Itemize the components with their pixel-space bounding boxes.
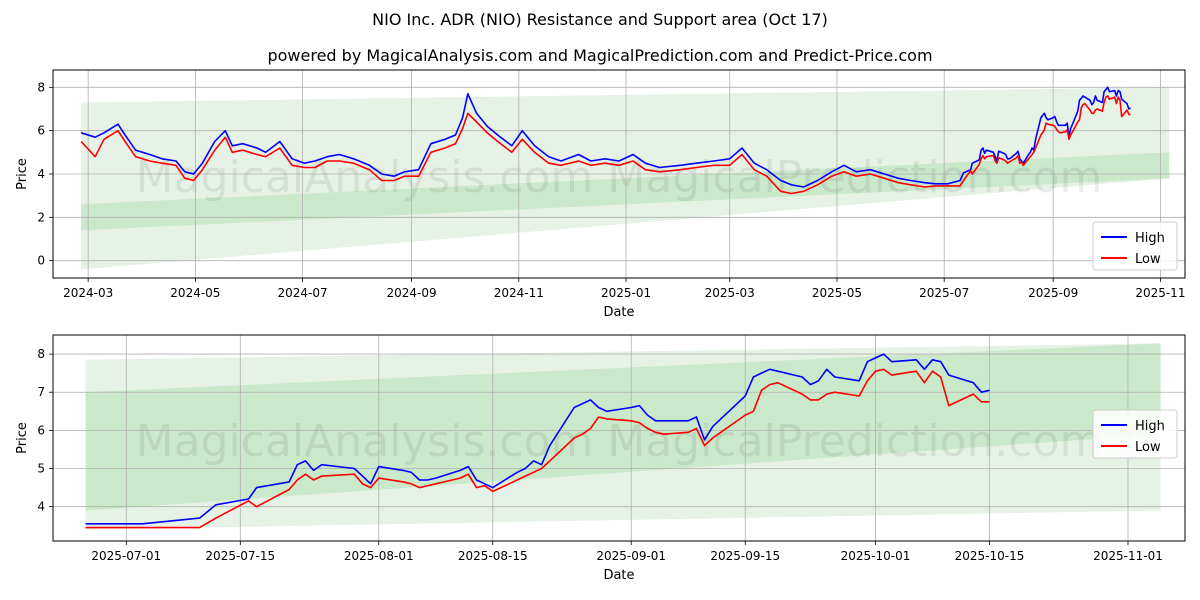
x-tick-label: 2025-11 [1135, 286, 1185, 300]
x-tick-label: 2024-07 [278, 286, 328, 300]
chart-title: NIO Inc. ADR (NIO) Resistance and Suppor… [372, 10, 828, 29]
legend-label-high: High [1135, 231, 1165, 246]
watermark: MagicalAnalysis.com MagicalPrediction.co… [136, 416, 1103, 467]
series-group [85, 353, 990, 529]
x-tick-label: 2025-09 [1028, 286, 1078, 300]
legend-label-high: High [1135, 419, 1165, 434]
x-tick-label: 2025-08-15 [458, 549, 528, 563]
y-tick-label: 6 [37, 423, 45, 437]
x-tick-label: 2025-03 [705, 286, 755, 300]
x-tick-label: 2025-08-01 [344, 549, 414, 563]
chart-panel-1: MagicalAnalysis.com MagicalPrediction.co… [15, 69, 1186, 320]
y-tick-label: 5 [37, 462, 45, 476]
y-tick-label: 8 [37, 80, 45, 94]
legend: High Low [1092, 221, 1178, 271]
x-tick-label: 2024-03 [63, 286, 113, 300]
series-line-high [85, 353, 990, 525]
x-tick-label: 2024-11 [494, 286, 544, 300]
legend: High Low [1092, 409, 1178, 459]
x-tick-label: 2025-10-15 [955, 549, 1025, 563]
x-tick-label: 2025-01 [601, 286, 651, 300]
y-tick-label: 7 [37, 385, 45, 399]
y-axis-label: Price [15, 158, 30, 190]
band-group [81, 87, 1170, 270]
x-tick-label: 2025-10-01 [841, 549, 911, 563]
support-band-2 [81, 152, 1170, 231]
y-tick-label: 4 [37, 500, 45, 514]
series-line-low [85, 368, 990, 529]
x-tick-label: 2025-07-15 [205, 549, 275, 563]
legend-label-low: Low [1135, 440, 1161, 455]
x-tick-label: 2024-09 [387, 286, 437, 300]
x-tick-label: 2025-09-01 [596, 549, 666, 563]
y-tick-label: 8 [37, 347, 45, 361]
x-tick-label: 2025-11-01 [1093, 549, 1163, 563]
x-axis-label: Date [603, 305, 634, 320]
chart-subtitle: powered by MagicalAnalysis.com and Magic… [267, 46, 933, 65]
series-line-high [80, 86, 1131, 188]
watermark: MagicalAnalysis.com MagicalPrediction.co… [136, 152, 1103, 203]
x-tick-label: 2025-07 [919, 286, 969, 300]
x-tick-label: 2025-09-15 [710, 549, 780, 563]
series-line-low [80, 95, 1131, 195]
x-tick-label: 2025-07-01 [91, 549, 161, 563]
y-tick-label: 6 [37, 124, 45, 138]
series-group [80, 86, 1131, 195]
plot-frame [52, 69, 1186, 279]
plot-frame [52, 334, 1186, 542]
chart-panel-2: MagicalAnalysis.com MagicalPrediction.co… [15, 334, 1186, 583]
y-tick-label: 4 [37, 167, 45, 181]
x-axis-label: Date [603, 568, 634, 583]
x-tick-label: 2024-05 [170, 286, 220, 300]
y-tick-label: 0 [37, 254, 45, 268]
x-tick-label: 2025-05 [812, 286, 862, 300]
y-tick-label: 2 [37, 210, 45, 224]
y-axis-label: Price [15, 422, 30, 454]
legend-label-low: Low [1135, 252, 1161, 267]
